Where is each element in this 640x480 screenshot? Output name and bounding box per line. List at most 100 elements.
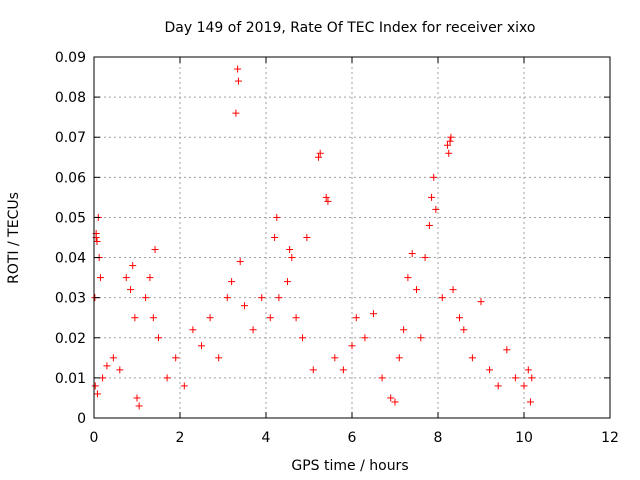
x-tick-label: 6 bbox=[348, 430, 357, 446]
x-tick-label: 10 bbox=[515, 430, 533, 446]
data-point bbox=[331, 354, 339, 362]
data-point bbox=[288, 254, 296, 262]
data-point bbox=[271, 234, 279, 241]
data-point bbox=[234, 65, 242, 73]
data-point bbox=[93, 238, 101, 246]
data-point bbox=[122, 274, 130, 282]
data-point bbox=[316, 149, 324, 157]
data-point bbox=[438, 294, 446, 302]
data-point bbox=[299, 334, 307, 342]
y-tick-label: 0.09 bbox=[55, 50, 86, 66]
data-point bbox=[99, 374, 107, 382]
data-point bbox=[131, 314, 139, 322]
data-point bbox=[303, 234, 311, 241]
data-point bbox=[91, 382, 99, 390]
data-point bbox=[511, 374, 519, 382]
data-point bbox=[460, 326, 468, 334]
y-tick-label: 0.04 bbox=[55, 251, 86, 267]
data-point bbox=[309, 366, 317, 374]
data-point bbox=[477, 298, 485, 306]
data-point bbox=[146, 274, 154, 282]
grid bbox=[94, 57, 610, 418]
data-point bbox=[127, 286, 135, 294]
data-point bbox=[445, 149, 453, 157]
data-point bbox=[142, 294, 150, 302]
data-point bbox=[421, 254, 429, 262]
data-point bbox=[378, 374, 386, 382]
data-point bbox=[494, 382, 502, 390]
data-point bbox=[370, 310, 377, 318]
data-points bbox=[91, 65, 536, 410]
data-point bbox=[430, 173, 438, 181]
data-point bbox=[314, 153, 322, 161]
data-point bbox=[524, 366, 532, 374]
data-point bbox=[258, 294, 266, 302]
data-point bbox=[446, 137, 454, 145]
x-tick-label: 4 bbox=[262, 430, 271, 446]
data-point bbox=[155, 334, 162, 342]
data-point bbox=[96, 274, 104, 282]
data-point bbox=[266, 314, 274, 322]
y-tick-label: 0.05 bbox=[55, 210, 86, 226]
y-tick-label: 0.07 bbox=[55, 130, 86, 146]
x-tick-label: 12 bbox=[601, 430, 619, 446]
data-point bbox=[428, 193, 436, 201]
data-point bbox=[172, 354, 180, 362]
y-tick-label: 0 bbox=[77, 411, 86, 427]
data-point bbox=[149, 314, 157, 322]
data-point bbox=[234, 77, 242, 85]
data-point bbox=[324, 197, 332, 205]
y-axis-label: ROTI / TECUs bbox=[6, 192, 22, 284]
data-point bbox=[129, 262, 137, 270]
data-point bbox=[417, 334, 425, 342]
data-point bbox=[456, 314, 463, 322]
data-point bbox=[151, 246, 159, 254]
data-point bbox=[443, 141, 451, 149]
data-point bbox=[135, 402, 143, 410]
data-point bbox=[284, 278, 291, 286]
y-tick-label: 0.08 bbox=[55, 90, 86, 106]
data-point bbox=[391, 398, 399, 406]
data-point bbox=[198, 342, 205, 350]
data-point bbox=[339, 366, 347, 374]
data-point bbox=[352, 314, 360, 322]
data-point bbox=[215, 354, 223, 362]
data-point bbox=[206, 314, 214, 322]
data-point bbox=[180, 382, 188, 390]
data-point bbox=[408, 250, 416, 258]
data-point bbox=[387, 394, 395, 402]
data-point bbox=[189, 326, 197, 334]
data-point bbox=[413, 286, 420, 294]
data-point bbox=[400, 326, 408, 334]
data-point bbox=[425, 221, 433, 229]
data-point bbox=[103, 362, 111, 370]
data-point bbox=[273, 213, 281, 221]
data-point bbox=[486, 366, 494, 374]
data-point bbox=[361, 334, 369, 342]
data-point bbox=[109, 354, 117, 362]
data-point bbox=[93, 390, 101, 398]
y-tick-label: 0.03 bbox=[55, 291, 86, 307]
data-point bbox=[223, 294, 231, 302]
data-point bbox=[275, 294, 283, 302]
x-axis-label: GPS time / hours bbox=[291, 458, 408, 474]
x-tick-label: 8 bbox=[434, 430, 443, 446]
y-tick-label: 0.06 bbox=[55, 170, 86, 186]
data-point bbox=[520, 382, 528, 390]
data-point bbox=[236, 258, 244, 266]
data-point bbox=[503, 346, 511, 354]
data-point bbox=[526, 398, 534, 406]
data-point bbox=[447, 133, 455, 141]
data-point bbox=[468, 354, 476, 362]
data-point bbox=[249, 326, 257, 334]
axis-ticks: 0 0.01 0.02 0.03 0.04 0.05 0.06 0.07 0.08 0.09 0 2 4… bbox=[55, 50, 619, 446]
data-point bbox=[395, 354, 403, 362]
data-point bbox=[232, 109, 240, 117]
data-point bbox=[432, 205, 440, 213]
data-point bbox=[292, 314, 300, 322]
data-point bbox=[348, 342, 356, 350]
data-point bbox=[528, 374, 536, 382]
data-point bbox=[404, 274, 412, 282]
x-tick-label: 0 bbox=[90, 430, 99, 446]
data-point bbox=[241, 302, 248, 310]
